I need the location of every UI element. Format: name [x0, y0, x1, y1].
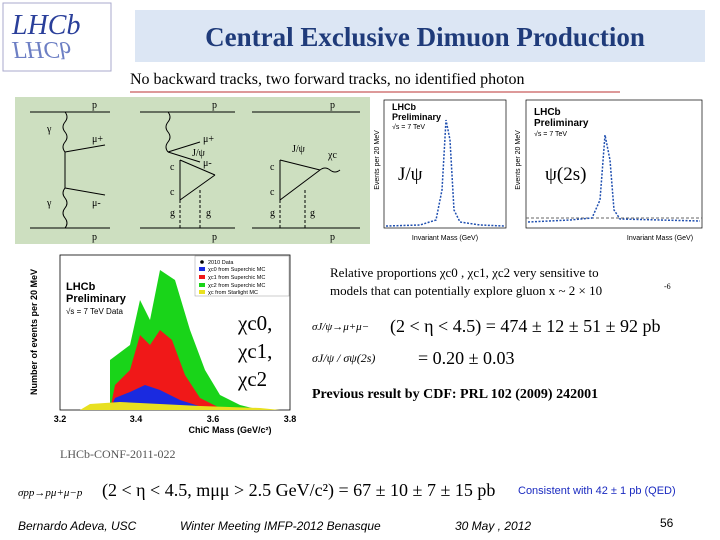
histogram	[385, 119, 505, 227]
diagram-label: p	[330, 100, 335, 111]
plot-bg	[370, 97, 510, 245]
formula: (2 < η < 4.5, mμμ > 2.5 GeV/c²) = 67 ± 1…	[102, 480, 495, 501]
diagram-label: J/ψ	[192, 148, 206, 159]
y-axis-label: Events per 20 MeV	[515, 130, 522, 190]
diagram-label: p	[212, 100, 217, 111]
logo-box	[2, 2, 112, 72]
diagram-label: p	[92, 232, 97, 243]
plot-label: Preliminary	[66, 293, 127, 305]
y-axis-label: Events per 20 MeV	[374, 130, 381, 190]
diagram-label: g	[170, 208, 175, 219]
plot-label: LHCb	[392, 102, 416, 112]
legend-entry: 2010 Data	[208, 260, 234, 266]
feynman-diagrams	[30, 111, 360, 229]
legend-swatch	[199, 275, 205, 279]
logo-mirror: ΓHCb	[11, 36, 71, 62]
chic-plot: 2010 Data χc0 from Superchic MC χc1 from…	[29, 254, 297, 461]
diagram-label: p	[330, 232, 335, 243]
formula: σpp→pμ+μ−p	[18, 487, 83, 499]
body-text: Previous result by CDF: PRL 102 (2009) 2…	[312, 387, 598, 402]
body-text: -6	[664, 282, 671, 291]
formula: (2 < η < 4.5) = 474 ± 12 ± 51 ± 92 pb	[390, 316, 661, 337]
diagram-label: γ	[46, 124, 52, 135]
legend-swatch	[199, 290, 205, 294]
plot-frame	[525, 99, 703, 229]
state-label: χc2	[237, 367, 267, 391]
formula: σJ/ψ→μ+μ−	[312, 321, 369, 333]
x-axis-label: ChiC Mass (GeV/c²)	[188, 425, 271, 435]
state-label: χc0,	[237, 311, 272, 335]
plot-label: LHCb	[66, 281, 96, 293]
diagram-label: J/ψ	[292, 144, 306, 155]
diagram-label: μ-	[92, 198, 101, 209]
legend-swatch	[199, 267, 205, 271]
plot-label: Preliminary	[392, 112, 441, 122]
diagram-label: p	[212, 232, 217, 243]
footer-author: Bernardo Adeva, USC	[18, 519, 137, 533]
body-text: models that can potentially explore gluo…	[330, 283, 602, 298]
page-number: 56	[660, 516, 674, 530]
formula: = 0.20 ± 0.03	[418, 348, 515, 368]
body-text: Relative proportions χc0 , χc1, χc2 very…	[330, 265, 599, 280]
diagram-label: μ+	[92, 134, 103, 145]
plot-label: √s = 7 TeV	[392, 123, 425, 131]
mass-plot: LHCb Preliminary √s = 7 TeV Events per 2…	[370, 97, 510, 245]
formula: σJ/ψ / σψ(2s)	[312, 351, 375, 365]
diagram-label: c	[270, 162, 275, 173]
diagram-label: g	[310, 208, 315, 219]
diagram-label: g	[270, 208, 275, 219]
x-tick-label: 3.8	[284, 414, 297, 424]
plot-label: √s = 7 TeV Data	[66, 307, 123, 316]
diagram-label: c	[170, 187, 175, 198]
footer-date: 30 May , 2012	[455, 519, 531, 533]
plot-label: Preliminary	[534, 118, 589, 129]
legend-swatch	[200, 260, 204, 264]
diagram-label: c	[170, 162, 175, 173]
title: Central Exclusive Dimuon Production	[205, 22, 645, 52]
histogram	[527, 134, 701, 223]
title-box	[135, 10, 705, 62]
legend-entry: χc0 from Superchic MC	[208, 267, 265, 273]
legend-entry: χc2 from Superchic MC	[208, 283, 265, 289]
diagram-label: γ	[46, 198, 52, 209]
diagram-label: μ-	[203, 158, 212, 169]
y-axis-label: Number of events per 20 MeV	[29, 269, 39, 395]
legend-entry: χc from Starlight MC	[208, 290, 258, 296]
peak-label: J/ψ	[398, 164, 423, 185]
x-axis-label: Invariant Mass (GeV)	[627, 235, 693, 242]
x-tick-label: 3.6	[207, 414, 220, 424]
diagram-label: χc	[327, 150, 337, 161]
starlight-area	[80, 402, 280, 410]
mass-plot: LHCb Preliminary √s = 7 TeV Events per 2…	[512, 97, 705, 245]
diagram-label: g	[206, 208, 211, 219]
legend-entry: χc1 from Superchic MC	[208, 275, 265, 281]
diagram-label: p	[92, 100, 97, 111]
state-label: χc1,	[237, 339, 272, 363]
plot-frame	[383, 99, 507, 229]
reference: LHCb-CONF-2011-022	[60, 447, 176, 461]
note: Consistent with 42 ± 1 pb (QED)	[518, 485, 676, 497]
diagram-label: μ+	[203, 134, 214, 145]
x-tick-label: 3.2	[54, 414, 67, 424]
footer-meeting: Winter Meeting IMFP-2012 Benasque	[180, 519, 381, 533]
plot-label: LHCb	[534, 107, 561, 118]
diagram-label: c	[270, 187, 275, 198]
logo: LHCb	[11, 10, 80, 41]
x-axis-label: Invariant Mass (GeV)	[412, 235, 478, 242]
x-tick-label: 3.4	[130, 414, 143, 424]
subtitle: No backward tracks, two forward tracks, …	[130, 71, 525, 88]
peak-label: ψ(2s)	[545, 164, 586, 185]
diagram-panel	[15, 97, 370, 244]
legend-box	[194, 255, 290, 297]
legend-swatch	[199, 283, 205, 287]
plot-label: √s = 7 TeV	[534, 130, 567, 138]
